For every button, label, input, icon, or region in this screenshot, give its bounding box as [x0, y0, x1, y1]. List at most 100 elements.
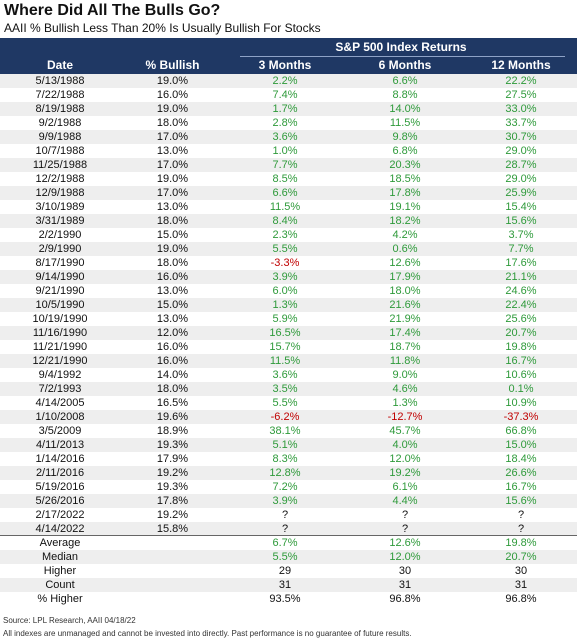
- cell: 16.0%: [156, 271, 189, 283]
- row-bg: [0, 438, 577, 452]
- summary-value: 29: [278, 565, 292, 577]
- cell: 9.8%: [392, 131, 418, 143]
- row-bg: [0, 228, 577, 242]
- cell: 15.8%: [156, 523, 189, 535]
- cell: 29.0%: [505, 145, 537, 157]
- cell: ?: [281, 523, 289, 535]
- row-bg: [0, 116, 577, 130]
- cell: 17.0%: [156, 187, 189, 199]
- cell: 17.9%: [156, 453, 189, 465]
- cell: 4.2%: [392, 229, 418, 241]
- row-bg: [0, 368, 577, 382]
- cell: 5/19/2016: [35, 481, 85, 493]
- group-header: S&P 500 Index Returns: [335, 40, 467, 54]
- cell: 6.6%: [272, 187, 298, 199]
- row-bg: [0, 564, 577, 578]
- cell: -12.7%: [387, 411, 423, 423]
- cell: 18.5%: [389, 173, 421, 185]
- cell: 12/21/1990: [32, 355, 88, 367]
- cell: 16.0%: [156, 355, 189, 367]
- row-bg: [0, 74, 577, 88]
- cell: 6.1%: [392, 481, 418, 493]
- cell: ?: [517, 509, 525, 521]
- summary-value: 19.8%: [505, 537, 537, 549]
- cell: 28.7%: [505, 159, 537, 171]
- column-header: % Bullish: [145, 58, 200, 72]
- row-bg: [0, 424, 577, 438]
- cell: 15.6%: [505, 495, 537, 507]
- cell: 9/14/1990: [35, 271, 85, 283]
- row-bg: [0, 326, 577, 340]
- cell: 11/21/1990: [32, 341, 88, 353]
- cell: 4/11/2013: [35, 439, 85, 451]
- row-bg: [0, 536, 577, 550]
- cell: 8/17/1990: [35, 257, 85, 269]
- summary-value: 96.8%: [389, 593, 421, 605]
- cell: 16.5%: [156, 397, 189, 409]
- cell: 6.0%: [272, 285, 298, 297]
- row-bg: [0, 410, 577, 424]
- row-bg: [0, 382, 577, 396]
- cell: 24.6%: [505, 285, 537, 297]
- cell: 15.0%: [505, 439, 537, 451]
- title: Where Did All The Bulls Go?: [4, 2, 221, 19]
- cell: 12/9/1988: [35, 187, 85, 199]
- cell: 18.0%: [389, 285, 421, 297]
- row-bg: [0, 200, 577, 214]
- row-bg: [0, 508, 577, 522]
- cell: 12.6%: [389, 257, 421, 269]
- summary-label: Median: [41, 551, 79, 563]
- cell: 18.2%: [389, 215, 421, 227]
- cell: 0.1%: [508, 383, 534, 395]
- cell: 14.0%: [389, 103, 421, 115]
- cell: 2.8%: [272, 117, 298, 129]
- cell: 17.0%: [156, 131, 189, 143]
- cell: 15.0%: [156, 229, 189, 241]
- cell: 17.4%: [389, 327, 421, 339]
- cell: 19.6%: [156, 411, 189, 423]
- cell: 9.0%: [392, 369, 418, 381]
- column-header: Date: [46, 58, 73, 72]
- row-bg: [0, 340, 577, 354]
- cell: 11.8%: [389, 355, 421, 367]
- row-bg: [0, 144, 577, 158]
- cell: 7.7%: [508, 243, 534, 255]
- cell: 8.4%: [272, 215, 298, 227]
- row-bg: [0, 186, 577, 200]
- summary-value: 30: [514, 565, 528, 577]
- row-bg: [0, 214, 577, 228]
- cell: 10/19/1990: [32, 313, 88, 325]
- cell: 0.6%: [392, 243, 418, 255]
- cell: 18.0%: [156, 215, 189, 227]
- summary-label: Count: [45, 579, 75, 591]
- cell: -37.3%: [503, 411, 539, 423]
- summary-label: % Higher: [37, 593, 83, 605]
- cell: 20.7%: [505, 327, 537, 339]
- cell: 4.4%: [392, 495, 418, 507]
- cell: 16.7%: [505, 355, 537, 367]
- cell: 4/14/2005: [35, 397, 85, 409]
- row-bg: [0, 256, 577, 270]
- cell: 21.9%: [389, 313, 421, 325]
- group-rule: [240, 56, 565, 57]
- cell: 6.6%: [392, 75, 418, 87]
- cell: 18.9%: [156, 425, 189, 437]
- subtitle: AAII % Bullish Less Than 20% Is Usually …: [4, 21, 321, 35]
- cell: 19.0%: [156, 103, 189, 115]
- cell: 7.4%: [272, 89, 298, 101]
- row-bg: [0, 452, 577, 466]
- cell: 2/2/1990: [38, 229, 82, 241]
- separator: [0, 535, 577, 536]
- cell: 3.9%: [272, 495, 298, 507]
- row-bg: [0, 172, 577, 186]
- cell: 8/19/1988: [35, 103, 85, 115]
- row-bg: [0, 130, 577, 144]
- cell: -3.3%: [270, 257, 300, 269]
- summary-value: 96.8%: [505, 593, 537, 605]
- summary-value: 31: [514, 579, 528, 591]
- cell: 3/10/1989: [35, 201, 85, 213]
- cell: 9/2/1988: [38, 117, 82, 129]
- row-bg: [0, 592, 577, 606]
- summary-value: 12.0%: [389, 551, 421, 563]
- cell: 12.8%: [269, 467, 301, 479]
